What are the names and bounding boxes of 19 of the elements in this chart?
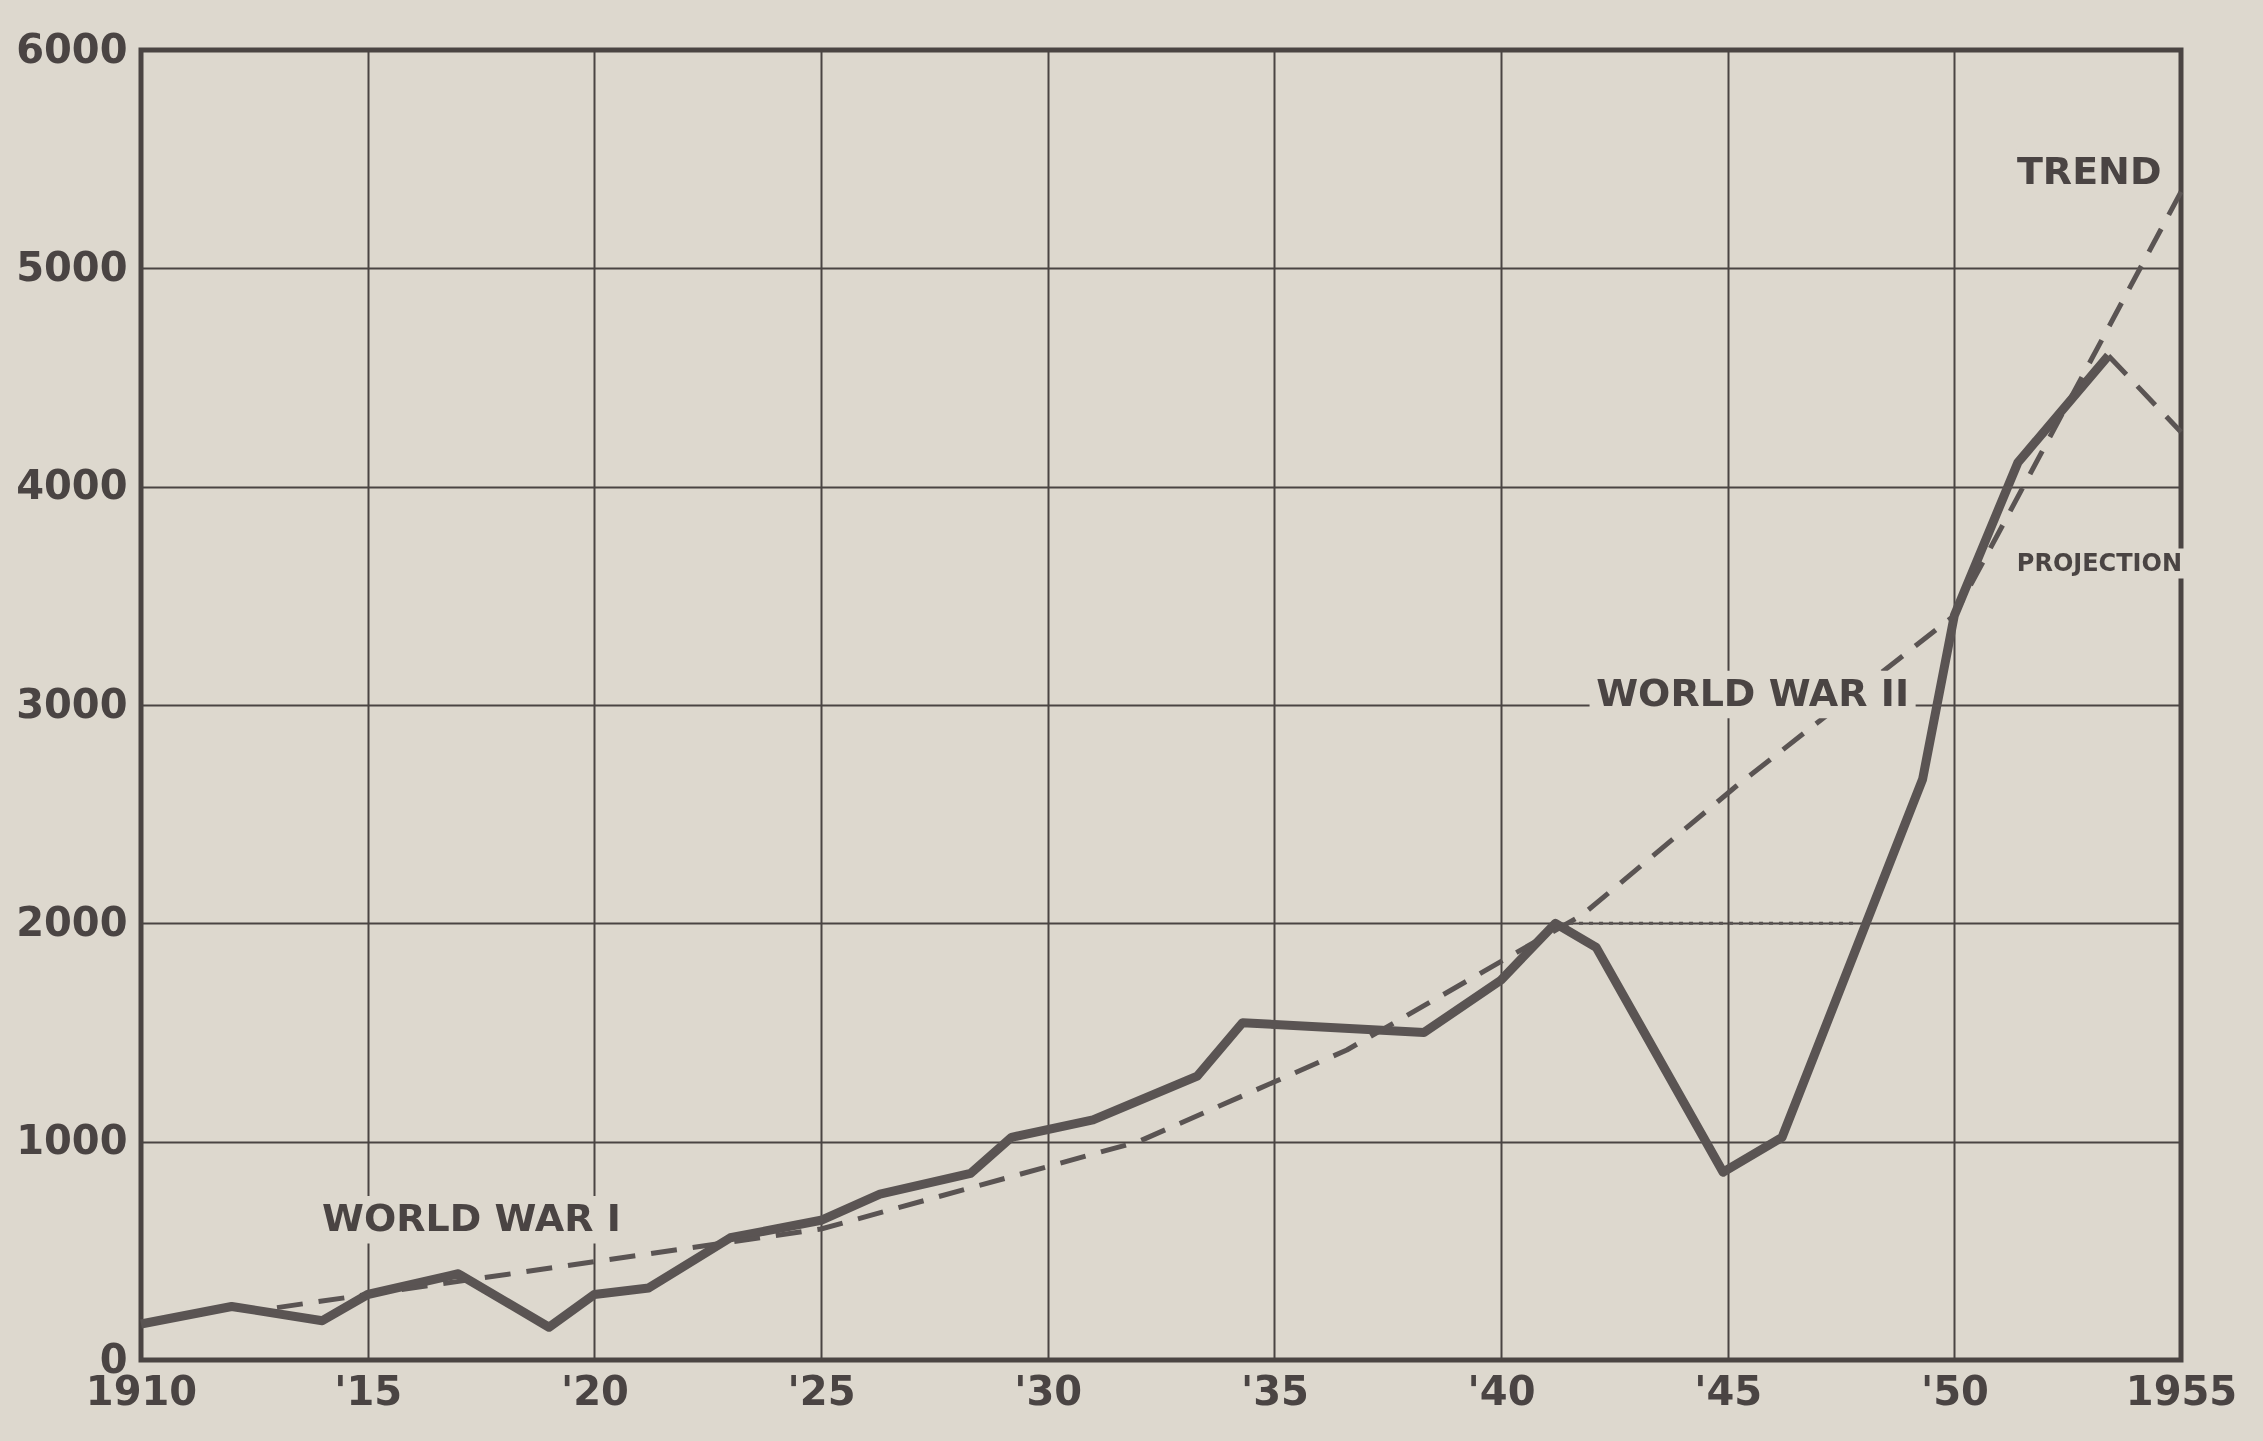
y-tick-label: 5000 [16,243,128,290]
annotation: WORLD WAR II [1596,670,1910,715]
annotation: TREND [2016,149,2162,194]
y-tick-label: 3000 [16,680,128,727]
y-tick-label: 2000 [16,898,128,945]
x-tick-label: '35 [1240,1367,1309,1414]
y-tick-label: 6000 [16,25,128,72]
x-tick-label: 1955 [2125,1367,2238,1414]
x-tick-label: '40 [1467,1367,1536,1414]
x-tick-label: '50 [1920,1367,1989,1414]
annotation: WORLD WAR I [322,1195,621,1240]
x-tick-label: '20 [560,1367,629,1414]
x-tick-label: '15 [334,1367,403,1414]
annotation: PROJECTION [2016,548,2182,577]
y-tick-label: 4000 [16,462,128,509]
x-tick-label: '30 [1014,1367,1083,1414]
y-tick-label: 1000 [16,1117,128,1164]
x-tick-label: '25 [787,1367,856,1414]
x-tick-label: '45 [1694,1367,1763,1414]
